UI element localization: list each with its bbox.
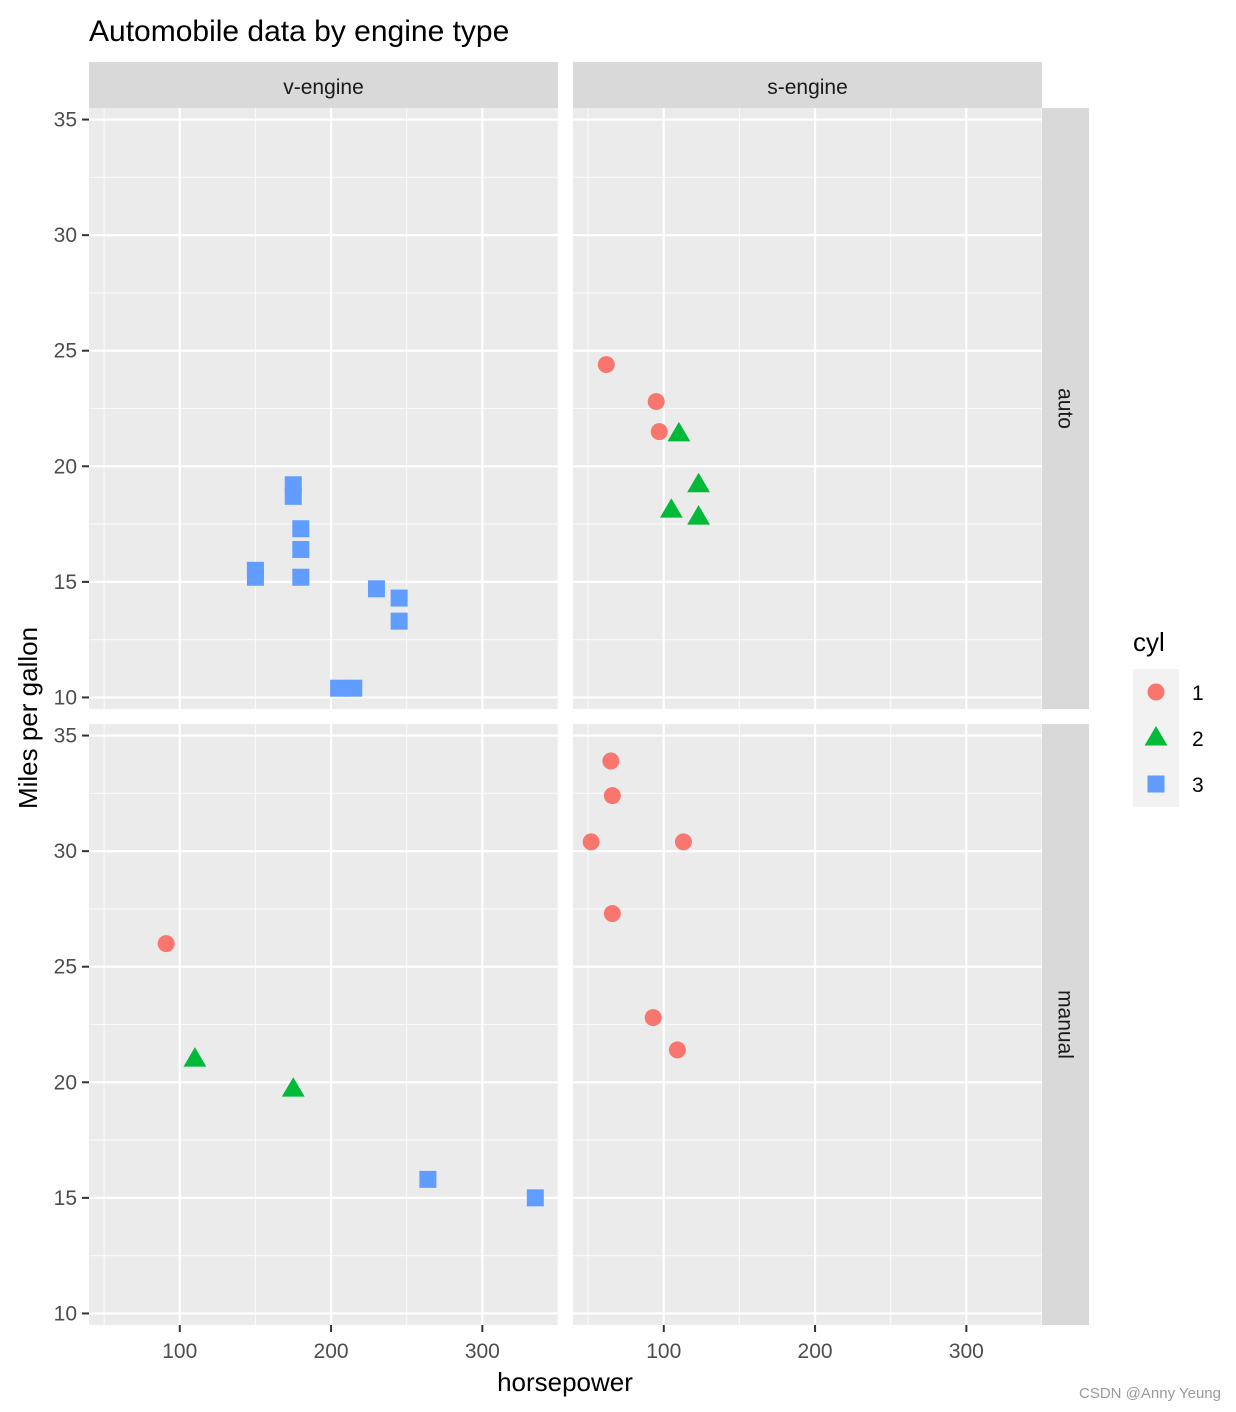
data-point-cyl-2 bbox=[687, 505, 710, 525]
panels-layer bbox=[89, 108, 1043, 1325]
x-tick-label: 100 bbox=[162, 1340, 197, 1363]
data-point-cyl-2 bbox=[687, 472, 710, 493]
strip-manual bbox=[1042, 724, 1089, 1325]
chart-title: Automobile data by engine type bbox=[89, 15, 509, 48]
y-tick-label: 20 bbox=[54, 455, 77, 478]
watermark: CSDN @Anny Yeung bbox=[1079, 1385, 1221, 1402]
data-point-cyl-3 bbox=[284, 476, 302, 494]
panel-s-engine-auto bbox=[573, 108, 1043, 709]
y-tick-label: 30 bbox=[54, 840, 77, 863]
data-point-cyl-2 bbox=[183, 1047, 207, 1067]
legend-key-triangle bbox=[1144, 726, 1168, 746]
data-point-cyl-2 bbox=[281, 1077, 305, 1097]
data-point-cyl-3 bbox=[390, 589, 408, 607]
y-tick-label: 10 bbox=[54, 1302, 77, 1325]
data-point-cyl-2 bbox=[659, 498, 683, 518]
data-point-cyl-3 bbox=[526, 1189, 544, 1207]
x-tick-label: 200 bbox=[798, 1340, 833, 1363]
data-point-cyl-1 bbox=[602, 752, 620, 770]
strip-label-s-engine: s-engine bbox=[767, 76, 848, 99]
panel-v-engine-manual bbox=[89, 724, 559, 1325]
x-tick-label: 300 bbox=[465, 1340, 500, 1363]
data-point-cyl-3 bbox=[330, 679, 348, 697]
legend-label: 2 bbox=[1192, 728, 1204, 751]
y-tick-label: 15 bbox=[54, 571, 77, 594]
data-point-cyl-1 bbox=[603, 787, 621, 805]
legend: cyl 1 2 3 bbox=[1133, 627, 1204, 807]
legend-label: 3 bbox=[1192, 774, 1204, 797]
data-point-cyl-1 bbox=[674, 833, 692, 851]
data-point-cyl-1 bbox=[644, 1009, 662, 1027]
points-s-engine-auto bbox=[597, 356, 710, 525]
axes-layer: 10 15 20 25 30 35 10 15 20 25 30 35 100 200 300 100 200 3… bbox=[54, 109, 984, 1363]
strip-label-manual: manual bbox=[1054, 990, 1077, 1059]
y-tick-label: 15 bbox=[54, 1187, 77, 1210]
data-point-cyl-3 bbox=[246, 568, 264, 586]
y-tick-label: 30 bbox=[54, 224, 77, 247]
data-point-cyl-1 bbox=[157, 935, 175, 953]
data-point-cyl-1 bbox=[668, 1041, 686, 1059]
x-tick-label: 300 bbox=[949, 1340, 984, 1363]
x-tick-label: 200 bbox=[314, 1340, 349, 1363]
legend-key-square bbox=[1147, 775, 1165, 793]
y-tick-label: 25 bbox=[54, 956, 77, 979]
legend-keys: 1 2 3 bbox=[1144, 682, 1204, 797]
data-point-cyl-3 bbox=[390, 612, 408, 630]
data-point-cyl-1 bbox=[647, 393, 665, 411]
data-point-cyl-3 bbox=[367, 580, 385, 598]
strip-auto bbox=[1042, 108, 1089, 709]
y-tick-label: 20 bbox=[54, 1071, 77, 1094]
y-tick-label: 35 bbox=[54, 725, 77, 748]
y-tick-label: 35 bbox=[54, 109, 77, 132]
y-axis-title: Miles per gallon bbox=[13, 627, 43, 809]
strip-s-engine bbox=[573, 62, 1042, 108]
data-point-cyl-1 bbox=[582, 833, 600, 851]
strip-v-engine bbox=[89, 62, 558, 108]
strip-label-auto: auto bbox=[1054, 388, 1077, 429]
data-point-cyl-1 bbox=[597, 356, 615, 374]
data-point-cyl-1 bbox=[603, 905, 621, 923]
panel-s-engine-manual bbox=[573, 724, 1043, 1325]
data-point-cyl-3 bbox=[292, 568, 310, 586]
points-s-engine-manual bbox=[582, 752, 692, 1059]
points-v-engine-auto bbox=[246, 476, 408, 697]
points-layer bbox=[157, 356, 710, 1207]
data-point-cyl-3 bbox=[292, 541, 310, 559]
legend-title: cyl bbox=[1133, 627, 1165, 657]
strip-label-v-engine: v-engine bbox=[283, 76, 364, 99]
data-point-cyl-3 bbox=[345, 679, 363, 697]
data-point-cyl-3 bbox=[292, 520, 310, 538]
data-point-cyl-1 bbox=[650, 423, 668, 441]
points-v-engine-manual bbox=[157, 935, 544, 1207]
data-point-cyl-2 bbox=[667, 421, 691, 442]
panel-v-engine-auto bbox=[89, 108, 559, 709]
facet-strips: v-engine s-engine auto manual bbox=[89, 62, 1089, 1325]
y-tick-label: 25 bbox=[54, 340, 77, 363]
data-point-cyl-3 bbox=[419, 1170, 437, 1188]
y-tick-label: 10 bbox=[54, 686, 77, 709]
legend-label: 1 bbox=[1192, 682, 1204, 705]
legend-key-circle bbox=[1147, 683, 1165, 701]
x-axis-title: horsepower bbox=[497, 1367, 633, 1397]
x-tick-label: 100 bbox=[646, 1340, 681, 1363]
